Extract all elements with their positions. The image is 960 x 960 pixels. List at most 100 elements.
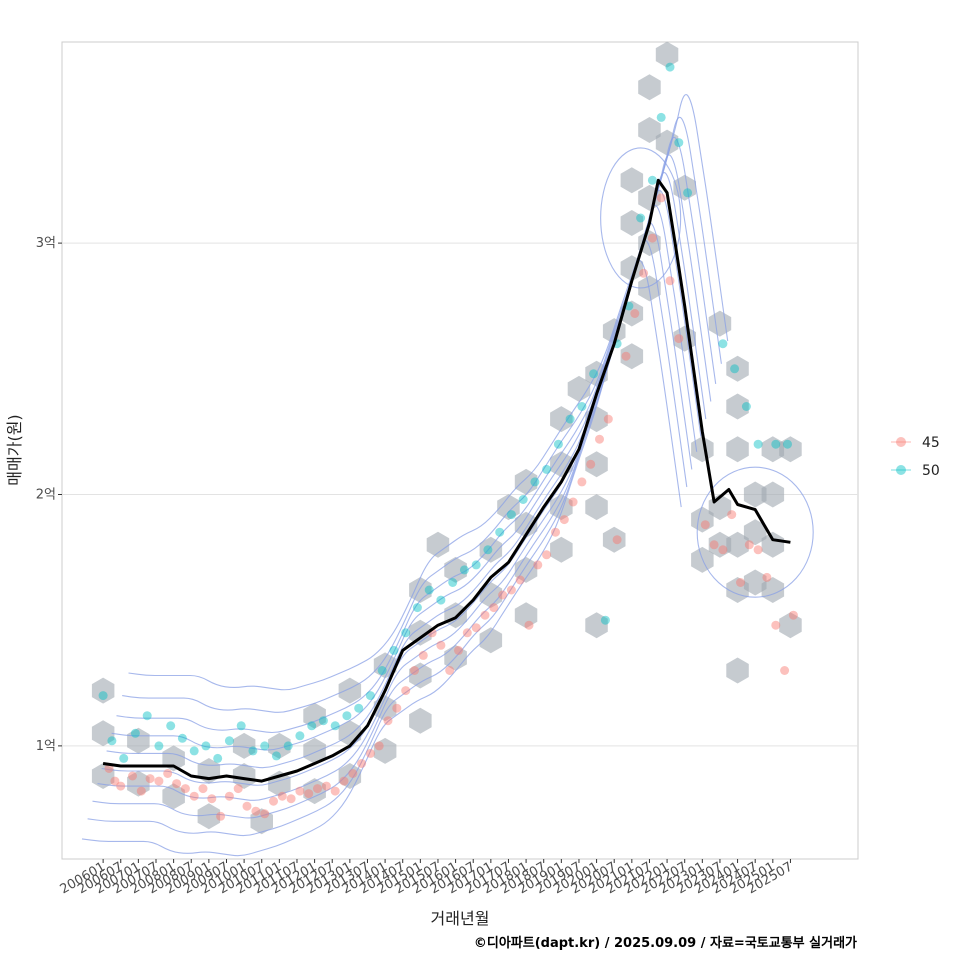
point-series-50 <box>565 414 575 424</box>
point-series-45 <box>172 779 182 789</box>
legend-key-50 <box>896 465 906 475</box>
point-series-45 <box>383 716 393 726</box>
point-series-45 <box>639 268 649 278</box>
point-series-50 <box>119 753 129 763</box>
point-series-50 <box>295 731 305 741</box>
hex-bin <box>726 531 749 558</box>
point-series-50 <box>177 733 187 743</box>
point-series-45 <box>207 794 217 804</box>
legend-label-45: 45 <box>922 435 940 451</box>
point-series-50 <box>471 560 481 570</box>
point-series-50 <box>741 402 751 411</box>
point-series-45 <box>603 414 613 424</box>
point-series-50 <box>495 527 505 537</box>
hex-bins <box>91 41 802 835</box>
point-series-50 <box>401 628 411 638</box>
point-series-45 <box>339 776 349 786</box>
point-series-50 <box>436 595 446 605</box>
y-tick-label: 2억 <box>36 487 56 502</box>
point-series-50 <box>718 339 728 349</box>
legend: 45 50 <box>891 435 940 479</box>
point-series-50 <box>318 716 328 726</box>
point-series-45 <box>374 741 384 751</box>
point-series-50 <box>665 62 675 72</box>
point-series-50 <box>589 369 599 379</box>
point-series-45 <box>480 610 490 620</box>
point-series-45 <box>104 764 114 773</box>
point-series-45 <box>736 578 745 587</box>
point-series-45 <box>665 276 675 286</box>
y-tick-label: 3억 <box>36 236 56 251</box>
hex-bin <box>761 531 785 558</box>
point-series-45 <box>498 590 508 600</box>
point-series-45 <box>392 703 402 713</box>
point-series-50 <box>683 188 693 198</box>
hex-bin <box>409 707 432 734</box>
point-series-45 <box>771 620 781 630</box>
point-series-50 <box>354 703 364 713</box>
hex-bin <box>232 732 256 759</box>
hex-bin <box>127 770 150 797</box>
point-series-45 <box>216 811 226 821</box>
x-axis-title: 거래년월 <box>431 909 490 928</box>
hex-bin <box>620 300 644 327</box>
point-series-45 <box>145 774 155 784</box>
point-series-45 <box>709 540 719 550</box>
point-series-45 <box>506 585 516 595</box>
hex-bin <box>91 720 115 747</box>
point-series-45 <box>269 796 278 806</box>
hex-bin <box>338 677 362 704</box>
point-series-50 <box>412 603 422 613</box>
hex-bin <box>567 375 591 402</box>
hex-bin <box>479 627 503 654</box>
point-series-45 <box>198 784 208 794</box>
point-series-50 <box>236 721 246 731</box>
point-series-45 <box>163 769 173 778</box>
point-series-45 <box>418 650 428 660</box>
hex-bin <box>673 174 696 201</box>
hex-bin <box>726 355 749 382</box>
hex-bin <box>426 531 450 558</box>
point-series-50 <box>166 721 176 731</box>
point-series-45 <box>700 520 710 530</box>
point-series-50 <box>98 691 108 701</box>
point-series-50 <box>224 736 234 746</box>
point-series-45 <box>321 781 331 791</box>
hex-bin <box>620 167 644 194</box>
hex-bin <box>726 436 749 463</box>
point-series-50 <box>577 402 587 411</box>
point-series-50 <box>506 510 516 520</box>
point-series-45 <box>348 769 358 778</box>
grid-lines <box>62 242 858 747</box>
point-series-45 <box>233 784 243 794</box>
hex-bin <box>620 210 644 236</box>
hex-bin <box>743 519 767 546</box>
point-series-50 <box>271 751 281 761</box>
point-series-45 <box>586 459 596 469</box>
point-series-50 <box>107 736 117 746</box>
point-series-45 <box>577 477 587 487</box>
point-series-45 <box>242 801 252 811</box>
hex-bin <box>550 536 573 563</box>
point-series-45 <box>674 334 684 344</box>
point-series-45 <box>304 789 314 799</box>
hex-bin <box>638 74 661 101</box>
point-series-50 <box>260 741 270 751</box>
point-series-45 <box>295 786 305 796</box>
point-series-50 <box>330 721 340 731</box>
point-series-50 <box>130 728 140 738</box>
hex-bin <box>655 41 679 68</box>
hex-bin <box>743 569 767 596</box>
point-series-45 <box>524 620 534 630</box>
hex-bin <box>726 577 749 603</box>
point-series-50 <box>201 741 211 751</box>
hex-bin <box>550 406 573 433</box>
point-series-50 <box>636 213 646 223</box>
hex-bin <box>303 702 326 729</box>
point-series-45 <box>762 572 772 582</box>
point-series-45 <box>595 434 604 444</box>
point-series-45 <box>612 535 622 545</box>
point-series-45 <box>410 666 419 675</box>
point-series-45 <box>224 791 234 801</box>
hex-bin <box>373 737 397 764</box>
